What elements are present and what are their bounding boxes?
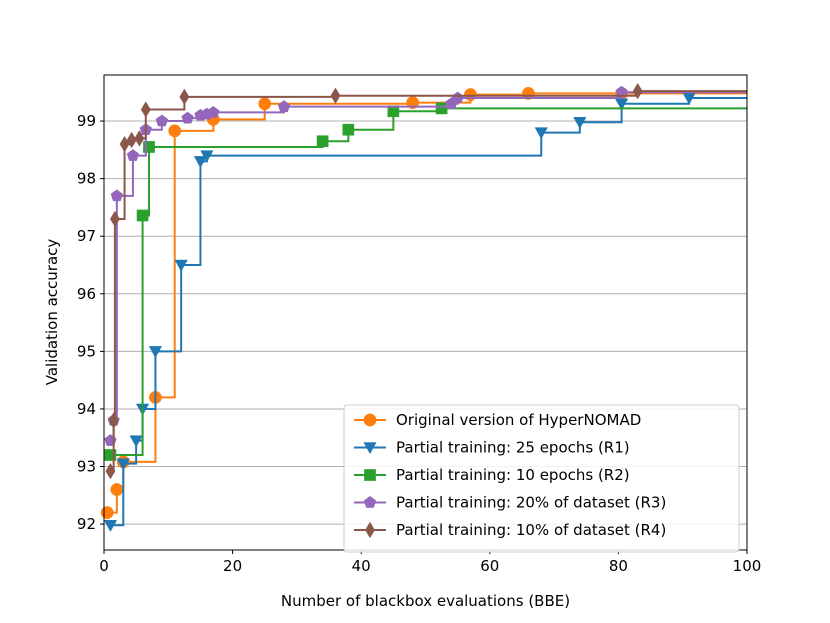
data-point xyxy=(136,209,149,222)
series-5 xyxy=(105,82,747,480)
y-tick-label: 96 xyxy=(77,285,96,303)
y-tick-label: 93 xyxy=(77,458,96,476)
legend-label: Partial training: 25 epochs (R1) xyxy=(396,439,630,457)
data-point xyxy=(110,483,124,496)
data-point xyxy=(330,87,341,104)
data-point xyxy=(116,458,130,471)
legend-item: Partial training: 25 epochs (R1) xyxy=(354,439,630,457)
ticks: 92 93 94 95 96 97 98 99 0 20 40 60 80 100 xyxy=(77,112,761,575)
data-point xyxy=(207,105,220,118)
y-axis-label: Validation accuracy xyxy=(43,239,61,386)
y-tick-label: 94 xyxy=(77,400,96,418)
legend-marker xyxy=(365,521,375,539)
legend-box xyxy=(343,404,740,553)
data-point xyxy=(129,435,143,448)
legend-marker xyxy=(363,442,377,455)
legend-label: Partial training: 20% of dataset (R3) xyxy=(396,494,666,512)
data-point xyxy=(105,462,116,480)
x-tick-label: 40 xyxy=(352,557,371,575)
x-tick-label: 60 xyxy=(480,557,499,575)
data-point xyxy=(168,124,182,138)
y-tick-label: 99 xyxy=(77,112,96,130)
y-tick-label: 97 xyxy=(77,227,96,245)
x-tick-label: 20 xyxy=(223,557,242,575)
data-point xyxy=(277,100,291,112)
data-point xyxy=(103,520,118,532)
x-axis-label: Number of blackbox evaluations (BBE) xyxy=(281,592,570,610)
data-point xyxy=(181,111,194,124)
legend-item: Partial training: 10 epochs (R2) xyxy=(354,466,630,484)
y-tick-label: 95 xyxy=(77,342,96,360)
data-point xyxy=(100,506,114,520)
data-point xyxy=(155,114,169,127)
data-point xyxy=(615,85,628,98)
data-point xyxy=(174,259,188,272)
legend-label: Partial training: 10 epochs (R2) xyxy=(396,466,630,484)
data-point xyxy=(110,189,124,202)
data-point xyxy=(126,149,140,161)
data-point xyxy=(104,449,117,461)
data-point xyxy=(143,141,155,153)
data-point xyxy=(140,101,151,118)
data-point xyxy=(342,123,355,136)
series-3 xyxy=(104,102,747,461)
y-tick-label: 98 xyxy=(77,170,96,188)
data-point xyxy=(126,131,137,149)
data-point xyxy=(193,156,208,169)
legend: Original version of HyperNOMAD Partial tr… xyxy=(343,404,740,553)
legend-label: Original version of HyperNOMAD xyxy=(396,411,641,429)
data-point xyxy=(632,82,643,100)
data-point xyxy=(109,210,120,228)
data-point xyxy=(258,97,272,111)
data-point xyxy=(179,88,190,106)
x-tick-label: 80 xyxy=(609,557,628,575)
data-point xyxy=(200,150,214,163)
series-2 xyxy=(103,92,747,532)
legend-item: Partial training: 20% of dataset (R3) xyxy=(354,494,666,512)
data-point xyxy=(316,135,329,148)
x-tick-label: 100 xyxy=(733,557,762,575)
data-point xyxy=(134,130,145,147)
data-point xyxy=(534,127,548,140)
legend-item: Partial training: 10% of dataset (R4) xyxy=(354,521,666,539)
legend-item: Original version of HyperNOMAD xyxy=(354,411,641,429)
x-tick-label: 0 xyxy=(99,557,109,575)
legend-marker xyxy=(363,413,377,427)
legend-label: Partial training: 10% of dataset (R4) xyxy=(396,521,666,539)
data-point xyxy=(573,117,587,129)
data-point xyxy=(108,412,119,429)
legend-marker xyxy=(363,495,377,508)
y-tick-label: 92 xyxy=(77,515,96,533)
legend-marker xyxy=(364,469,376,481)
data-point xyxy=(148,346,163,359)
data-point xyxy=(435,102,448,115)
